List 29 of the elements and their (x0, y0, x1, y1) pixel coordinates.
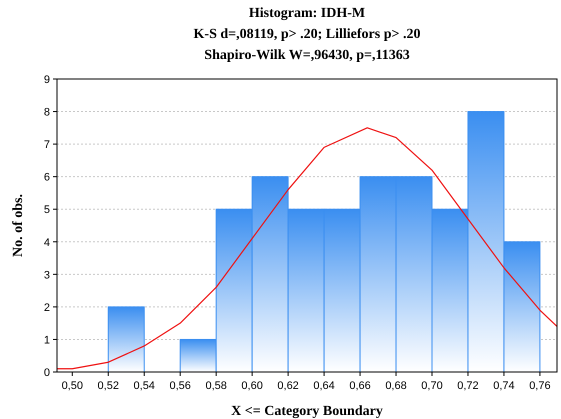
y-tick-label: 7 (44, 139, 50, 152)
x-tick-label: 0,62 (277, 380, 299, 392)
line-series (56, 127, 558, 370)
y-tick-label: 1 (44, 334, 50, 346)
x-tick-label: 0,54 (134, 380, 155, 392)
y-tick-label: 9 (44, 74, 50, 86)
y-tick-label: 8 (44, 106, 50, 119)
y-tick-label: 4 (44, 236, 50, 249)
y-tick-label: 0 (44, 367, 50, 379)
x-tick-label: 0,68 (385, 380, 407, 392)
y-tick-label: 6 (44, 172, 50, 184)
chart-subtitle: K-S d=,08119, p> .20; Lilliefors p> .20 Shapiro-Wilk W=,96430, p=,11363 (194, 27, 420, 63)
x-tick-label: 0,66 (349, 380, 371, 392)
y-tick-label: 5 (44, 204, 50, 216)
x-tick-label: 0,70 (421, 380, 443, 392)
x-tick-label: 0,72 (457, 380, 479, 392)
x-axis-title: X <= Category Boundary (231, 404, 383, 419)
x-tick-label: 0,60 (241, 380, 263, 392)
x-tick-label: 0,52 (98, 380, 119, 392)
x-tick-label: 0,74 (493, 380, 515, 392)
x-tick-label: 0,58 (205, 380, 227, 392)
x-tick-label: 0,76 (529, 380, 551, 392)
x-tick-label: 0,56 (169, 380, 191, 392)
y-tick-label: 2 (44, 302, 50, 314)
chart-title: Histogram: IDH-M (248, 6, 366, 21)
x-tick-label: 0,50 (62, 380, 83, 392)
x-tick-label: 0,64 (313, 380, 335, 392)
y-tick-label: 3 (44, 269, 50, 282)
y-axis-title: No. of obs. (11, 194, 26, 258)
